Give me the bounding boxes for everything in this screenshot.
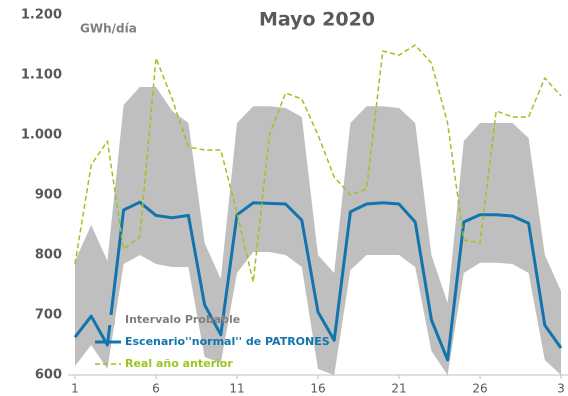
chart-title: Mayo 2020 — [259, 9, 375, 31]
interval-band — [75, 87, 561, 375]
legend-swatch — [105, 315, 115, 325]
plot-area — [73, 44, 563, 375]
y-tick-label: 1.100 — [21, 68, 62, 83]
series-line — [73, 200, 563, 362]
y-tick-label: 600 — [35, 368, 62, 383]
y-tick-label: 900 — [35, 188, 62, 203]
x-tick-label: 26 — [472, 382, 487, 396]
x-tick-label: 6 — [152, 382, 160, 396]
y-tick-label: 700 — [35, 308, 62, 323]
legend-label: Intervalo Probable — [125, 313, 240, 326]
legend: Intervalo Probable Escenario''normal'' de… — [95, 313, 330, 370]
y-tick-label: 800 — [35, 248, 62, 263]
legend-label: Escenario''normal'' de PATRONES — [125, 335, 330, 348]
y-axis-label: GWh/día — [80, 22, 137, 36]
x-tick-label: 16 — [310, 382, 325, 396]
legend-label: Real año anterior — [125, 357, 233, 370]
y-tick-label: 1.200 — [21, 8, 62, 23]
y-tick-label: 1.000 — [21, 128, 62, 143]
x-tick-label: 11 — [229, 382, 244, 396]
series-line — [74, 44, 562, 283]
x-tick-label: 21 — [391, 382, 406, 396]
x-tick-label: 1 — [71, 382, 79, 396]
x-tick-label: 3 — [557, 382, 565, 396]
